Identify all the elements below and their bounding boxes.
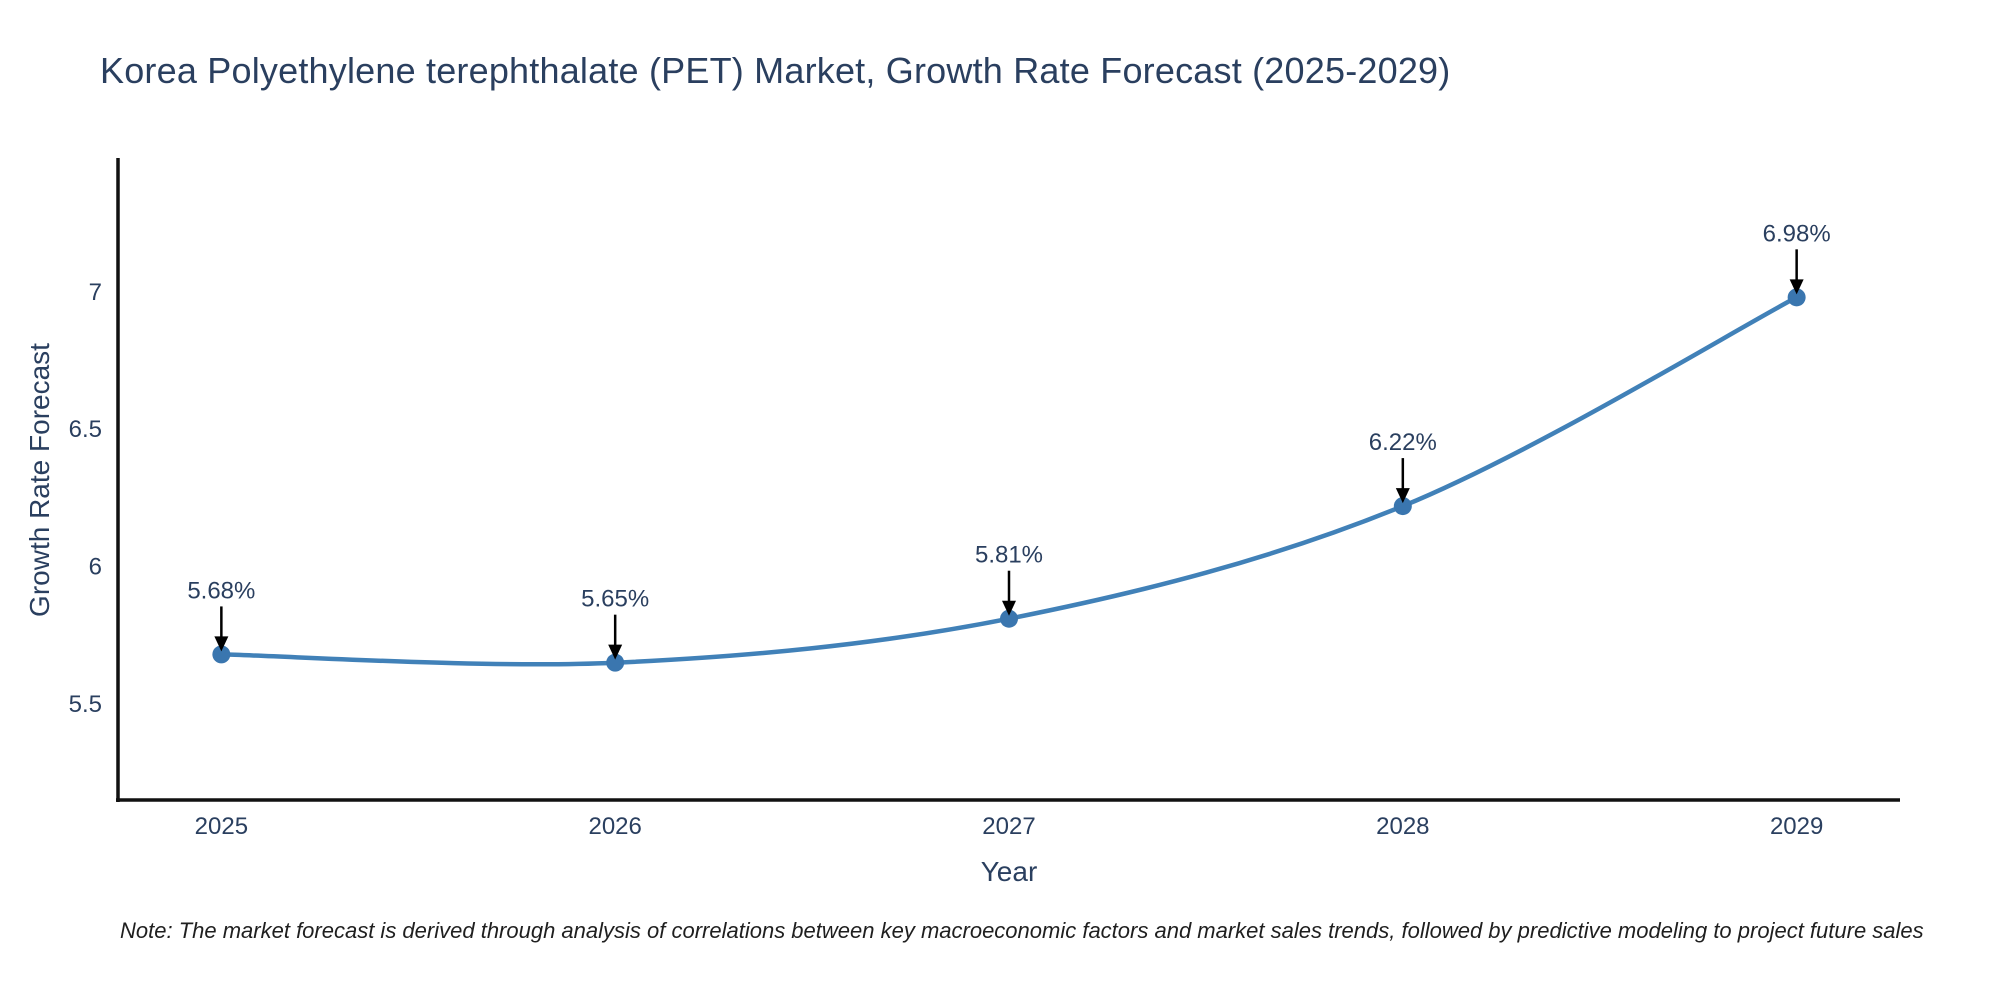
x-tick-label: 2029	[1770, 813, 1823, 840]
data-point-marker	[606, 653, 625, 672]
x-tick-label: 2026	[588, 813, 641, 840]
x-tick-label: 2028	[1376, 813, 1429, 840]
annotation-arrowhead	[1395, 488, 1410, 504]
annotation-arrowhead	[1789, 279, 1804, 295]
annotation-label: 5.65%	[581, 586, 649, 613]
x-tick-label: 2027	[982, 813, 1035, 840]
y-tick-label: 6	[89, 554, 102, 581]
data-point-marker	[1393, 497, 1412, 516]
annotation-arrowhead	[214, 636, 229, 652]
annotation-label: 6.98%	[1763, 220, 1831, 247]
chart-title: Korea Polyethylene terephthalate (PET) M…	[100, 50, 1451, 91]
data-point-marker	[212, 645, 231, 664]
y-tick-label: 5.5	[69, 691, 102, 718]
annotation-label: 5.68%	[187, 577, 255, 604]
x-axis-title: Year	[980, 856, 1038, 887]
annotation-arrowhead	[608, 644, 623, 660]
annotation-label: 6.22%	[1369, 429, 1437, 456]
y-tick-label: 7	[89, 279, 102, 306]
y-tick-label: 6.5	[69, 416, 102, 443]
footnote: Note: The market forecast is derived thr…	[120, 918, 1924, 943]
annotation-label: 5.81%	[975, 542, 1043, 569]
annotation-arrowhead	[1002, 600, 1016, 616]
x-tick-label: 2025	[195, 813, 248, 840]
data-point-marker	[1787, 288, 1806, 307]
data-point-marker	[1000, 609, 1018, 628]
trend-line	[219, 295, 1799, 667]
